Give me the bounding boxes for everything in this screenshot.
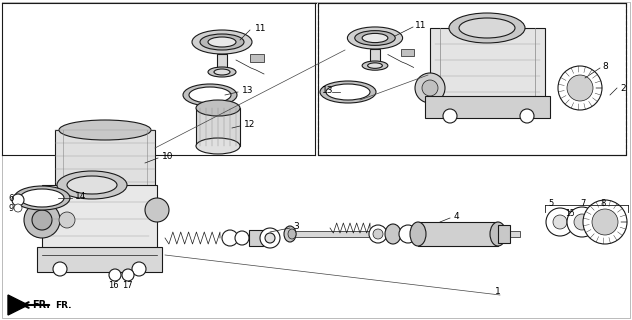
Ellipse shape bbox=[214, 69, 230, 75]
Text: 11: 11 bbox=[415, 20, 427, 29]
Ellipse shape bbox=[288, 229, 296, 239]
Ellipse shape bbox=[208, 37, 236, 47]
Text: 12: 12 bbox=[244, 119, 255, 129]
Bar bbox=[418, 222, 498, 246]
Ellipse shape bbox=[235, 231, 249, 245]
Text: FR.: FR. bbox=[55, 300, 71, 309]
Ellipse shape bbox=[362, 61, 388, 70]
Ellipse shape bbox=[260, 228, 280, 248]
Ellipse shape bbox=[200, 34, 244, 50]
Text: 5: 5 bbox=[548, 198, 553, 207]
Ellipse shape bbox=[373, 229, 383, 239]
Ellipse shape bbox=[109, 269, 121, 281]
Ellipse shape bbox=[362, 33, 388, 43]
Bar bbox=[498, 225, 510, 243]
Text: 11: 11 bbox=[255, 23, 267, 33]
Ellipse shape bbox=[59, 212, 75, 228]
Text: 8: 8 bbox=[600, 198, 605, 207]
Bar bbox=[37, 247, 162, 272]
Text: FR.: FR. bbox=[32, 300, 50, 310]
Text: 14: 14 bbox=[75, 191, 87, 201]
Ellipse shape bbox=[422, 80, 438, 96]
Text: 9: 9 bbox=[8, 204, 13, 212]
Ellipse shape bbox=[385, 224, 401, 244]
Ellipse shape bbox=[132, 262, 146, 276]
Ellipse shape bbox=[567, 207, 597, 237]
Ellipse shape bbox=[348, 27, 403, 49]
Ellipse shape bbox=[546, 208, 574, 236]
Ellipse shape bbox=[14, 186, 70, 210]
Ellipse shape bbox=[24, 202, 60, 238]
Bar bbox=[425, 96, 550, 118]
Text: 1: 1 bbox=[495, 287, 501, 297]
Ellipse shape bbox=[415, 73, 445, 103]
Ellipse shape bbox=[320, 81, 376, 103]
Ellipse shape bbox=[196, 100, 240, 116]
Ellipse shape bbox=[592, 209, 618, 235]
Bar bbox=[318, 3, 626, 155]
Ellipse shape bbox=[284, 226, 296, 242]
Text: 16: 16 bbox=[108, 281, 119, 290]
Ellipse shape bbox=[145, 198, 169, 222]
Bar bbox=[290, 231, 520, 237]
Text: 13: 13 bbox=[322, 85, 334, 94]
Ellipse shape bbox=[567, 75, 593, 101]
Ellipse shape bbox=[583, 200, 627, 244]
Ellipse shape bbox=[32, 210, 52, 230]
Ellipse shape bbox=[192, 30, 252, 54]
Bar bbox=[217, 54, 227, 72]
Ellipse shape bbox=[12, 194, 24, 206]
Text: 6: 6 bbox=[8, 194, 13, 203]
Bar bbox=[42, 185, 157, 255]
Ellipse shape bbox=[326, 84, 370, 100]
Ellipse shape bbox=[122, 269, 134, 281]
Ellipse shape bbox=[399, 225, 417, 243]
Ellipse shape bbox=[443, 109, 457, 123]
Text: 17: 17 bbox=[122, 281, 133, 290]
Ellipse shape bbox=[183, 84, 237, 106]
Ellipse shape bbox=[368, 63, 382, 68]
Ellipse shape bbox=[59, 120, 151, 140]
Ellipse shape bbox=[20, 189, 64, 207]
Ellipse shape bbox=[369, 225, 387, 243]
Ellipse shape bbox=[53, 262, 67, 276]
Ellipse shape bbox=[265, 233, 275, 243]
Ellipse shape bbox=[449, 13, 525, 43]
Ellipse shape bbox=[57, 171, 127, 199]
Bar bbox=[249, 230, 263, 246]
Ellipse shape bbox=[208, 67, 236, 77]
Polygon shape bbox=[8, 295, 28, 315]
Bar bbox=[196, 108, 240, 146]
Ellipse shape bbox=[14, 204, 22, 212]
Ellipse shape bbox=[355, 31, 395, 45]
Text: 8: 8 bbox=[602, 61, 608, 70]
Text: 7: 7 bbox=[580, 198, 585, 207]
Bar bbox=[401, 49, 413, 56]
Bar bbox=[430, 28, 545, 108]
Text: 4: 4 bbox=[454, 212, 459, 220]
Ellipse shape bbox=[222, 230, 238, 246]
Text: 13: 13 bbox=[242, 85, 253, 94]
Ellipse shape bbox=[520, 109, 534, 123]
Text: 2: 2 bbox=[620, 84, 626, 92]
Ellipse shape bbox=[196, 138, 240, 154]
Ellipse shape bbox=[553, 215, 567, 229]
Ellipse shape bbox=[459, 18, 515, 38]
Ellipse shape bbox=[574, 214, 590, 230]
Text: 10: 10 bbox=[162, 151, 174, 161]
Ellipse shape bbox=[558, 66, 602, 110]
Bar bbox=[250, 54, 264, 62]
Ellipse shape bbox=[189, 87, 231, 103]
Bar bbox=[55, 130, 155, 195]
Ellipse shape bbox=[67, 176, 117, 194]
Ellipse shape bbox=[490, 222, 506, 246]
Bar bbox=[370, 49, 380, 66]
Text: 15: 15 bbox=[565, 209, 574, 218]
Ellipse shape bbox=[410, 222, 426, 246]
Text: 3: 3 bbox=[293, 221, 299, 230]
